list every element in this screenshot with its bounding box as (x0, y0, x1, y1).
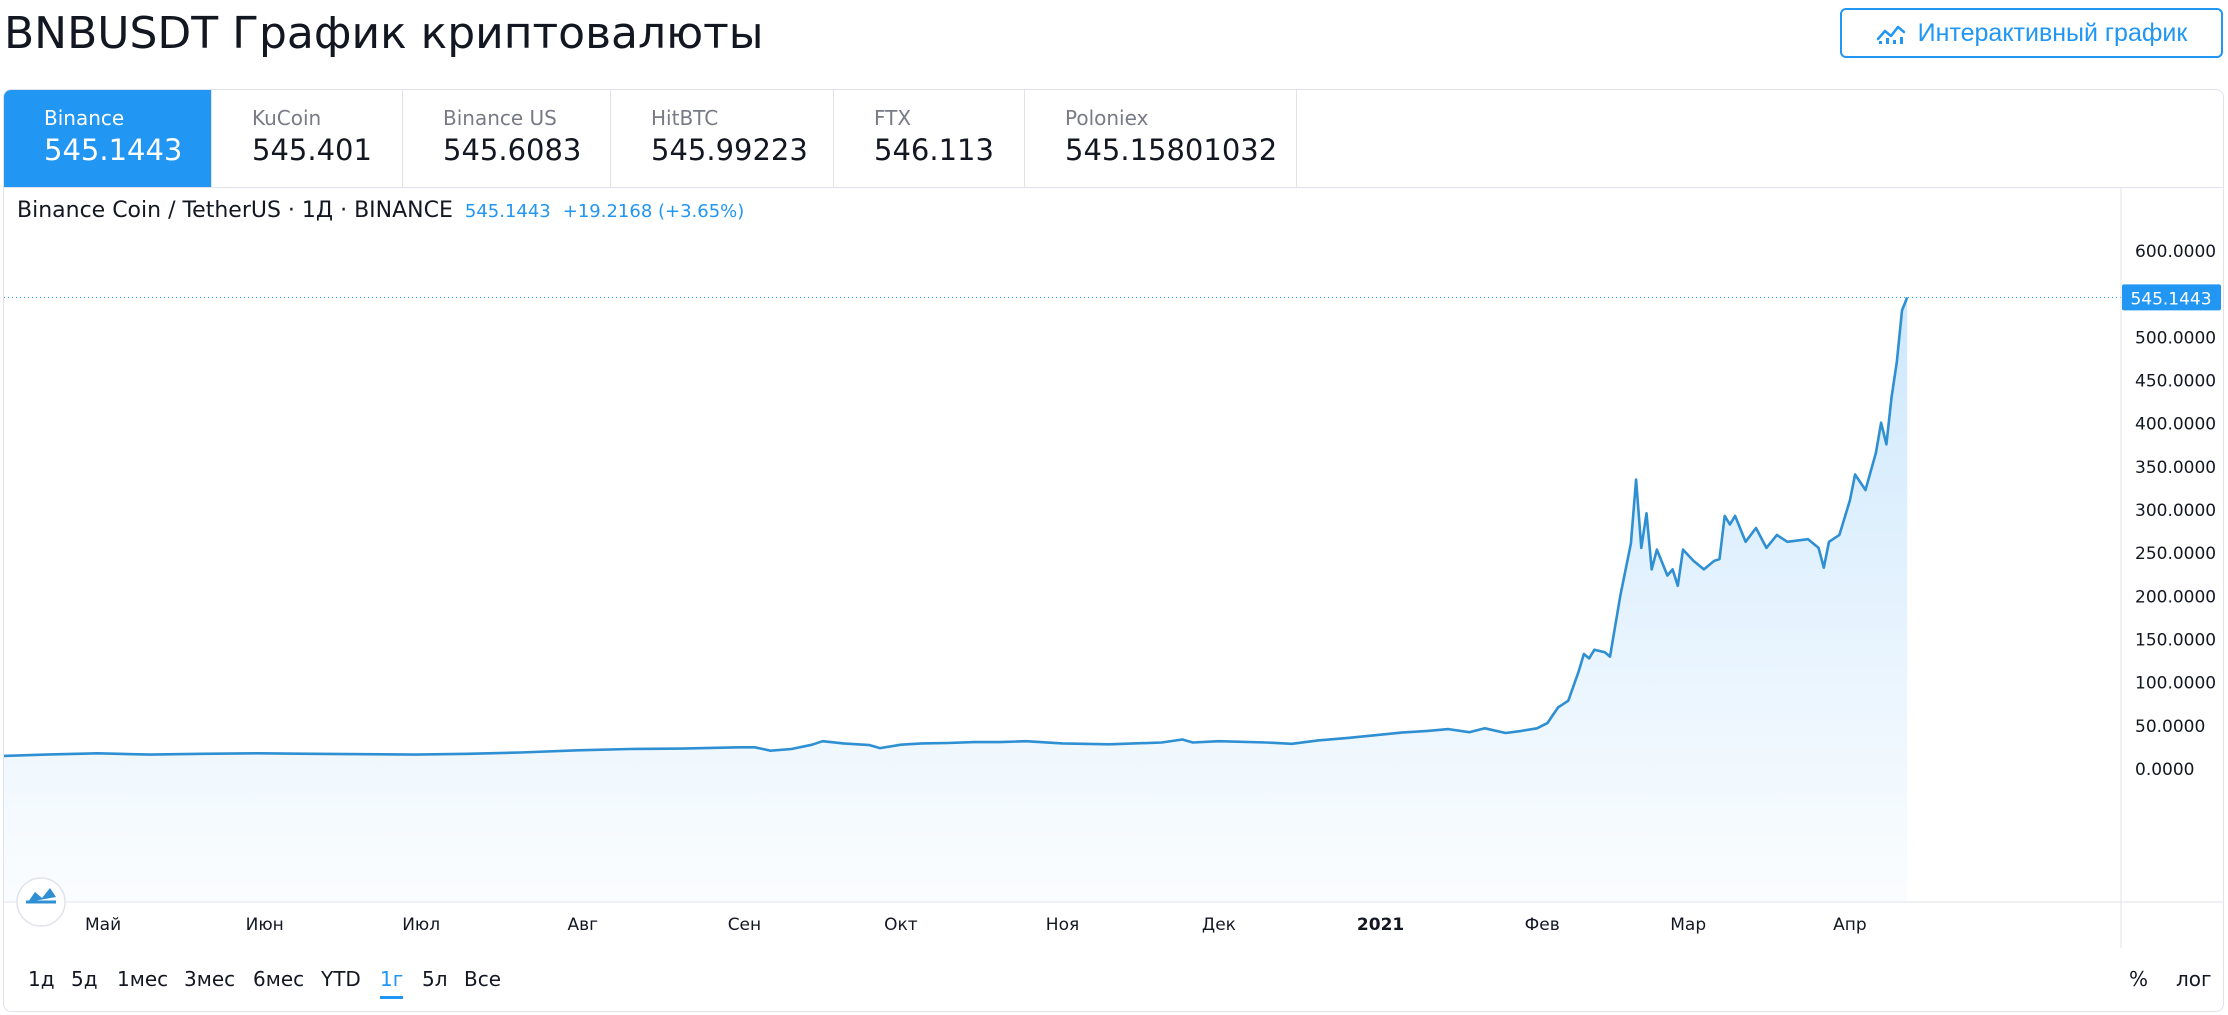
exchange-price: 546.113 (874, 133, 994, 167)
x-tick-label: Дек (1202, 915, 1236, 935)
x-tick-label: Июн (246, 915, 284, 935)
y-tick-label: 450.0000 (2135, 372, 2216, 392)
tradingview-logo-icon[interactable] (16, 877, 66, 927)
y-tick-label: 250.0000 (2135, 544, 2216, 564)
exchange-name: KuCoin (252, 106, 322, 130)
legend-change: +19.2168 (+3.65%) (562, 201, 745, 222)
range-button-1y[interactable]: 1г (380, 967, 404, 999)
y-tick-label: 0.0000 (2135, 760, 2194, 780)
exchange-tabs: Binance 545.1443 KuCoin 545.401 Binance … (4, 90, 1297, 187)
exchange-price: 545.401 (252, 133, 372, 167)
y-tick-label: 100.0000 (2135, 674, 2216, 694)
x-tick-label: 2021 (1357, 915, 1404, 935)
y-tick-label: 200.0000 (2135, 587, 2216, 607)
exchange-tab-hitbtc[interactable]: HitBTC 545.99223 (611, 90, 834, 187)
x-tick-label: Ноя (1046, 915, 1079, 935)
range-button-6m[interactable]: 6мес (253, 967, 305, 991)
exchange-name: Binance US (443, 106, 557, 130)
range-toolbar: 1д 5д 1мес 3мес 6мес YTD 1г 5л Все % лог (4, 949, 2223, 1011)
exchange-price: 545.15801032 (1065, 133, 1278, 167)
exchange-price: 545.99223 (651, 133, 808, 167)
chart-widget: Binance 545.1443 KuCoin 545.401 Binance … (3, 89, 2224, 1012)
exchange-tab-binance[interactable]: Binance 545.1443 (4, 90, 212, 187)
y-tick-label: 50.0000 (2135, 717, 2205, 737)
y-tick-label: 500.0000 (2135, 328, 2216, 348)
last-price-label: 545.1443 (2130, 289, 2211, 309)
interactive-chart-button[interactable]: Интерактивный график (1840, 8, 2223, 58)
range-button-all[interactable]: Все (464, 967, 502, 991)
interactive-chart-label: Интерактивный график (1917, 18, 2188, 47)
legend-price: 545.1443 (464, 201, 551, 222)
x-tick-label: Июл (402, 915, 440, 935)
x-tick-label: Фев (1525, 915, 1560, 935)
exchange-price: 545.6083 (443, 133, 582, 167)
range-button-3m[interactable]: 3мес (184, 967, 236, 991)
exchange-price: 545.1443 (44, 133, 183, 167)
percent-scale-button[interactable]: % (2129, 967, 2149, 991)
x-tick-label: Сен (728, 915, 761, 935)
y-tick-label: 350.0000 (2135, 458, 2216, 478)
range-button-1d[interactable]: 1д (28, 967, 55, 991)
y-tick-label: 150.0000 (2135, 631, 2216, 651)
range-button-ytd[interactable]: YTD (321, 967, 361, 991)
y-tick-label: 300.0000 (2135, 501, 2216, 521)
legend-symbol: Binance Coin / TetherUS · 1Д · BINANCE (17, 198, 453, 223)
exchange-name: HitBTC (651, 106, 719, 130)
page-title: BNBUSDT График криптовалюты (4, 8, 764, 59)
exchange-tab-kucoin[interactable]: KuCoin 545.401 (212, 90, 403, 187)
range-button-5d[interactable]: 5д (71, 967, 98, 991)
exchange-name: Poloniex (1065, 106, 1149, 130)
log-scale-button[interactable]: лог (2176, 967, 2212, 991)
exchange-name: Binance (44, 106, 125, 130)
y-tick-label: 400.0000 (2135, 415, 2216, 435)
exchange-name: FTX (874, 106, 912, 130)
x-tick-label: Мар (1670, 915, 1706, 935)
tabs-divider (4, 187, 2223, 188)
chart-icon (1876, 25, 1905, 44)
exchange-tab-binance-us[interactable]: Binance US 545.6083 (403, 90, 611, 187)
range-button-5y[interactable]: 5л (422, 967, 448, 991)
price-chart[interactable]: 545.1443 0.0000 50.0000 100.0000 150.0000 20… (4, 188, 2223, 948)
exchange-tab-ftx[interactable]: FTX 546.113 (834, 90, 1025, 187)
price-series-line[interactable] (4, 296, 1909, 758)
range-button-1m[interactable]: 1мес (117, 967, 169, 991)
exchange-tab-poloniex[interactable]: Poloniex 545.15801032 (1025, 90, 1297, 187)
x-tick-label: Май (85, 915, 121, 935)
y-tick-label: 600.0000 (2135, 242, 2216, 262)
price-area-fill (4, 297, 1908, 902)
last-price-badge (2122, 284, 2221, 311)
x-tick-label: Авг (567, 915, 598, 935)
chart-legend: Binance Coin / TetherUS · 1Д · BINANCE 5… (17, 198, 744, 223)
x-tick-label: Окт (884, 915, 918, 935)
x-tick-label: Апр (1833, 915, 1867, 935)
